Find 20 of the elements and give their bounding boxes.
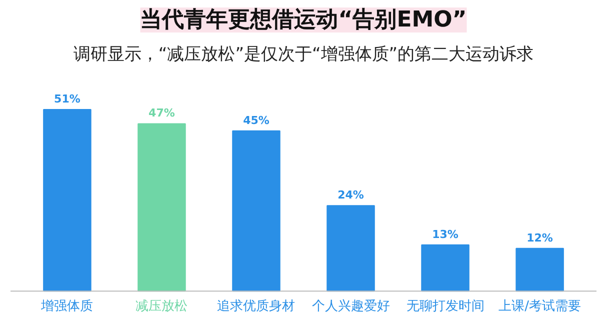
x-tick-label: 无聊打发时间 — [406, 299, 484, 314]
bar — [232, 130, 280, 292]
x-tick-label: 增强体质 — [40, 299, 94, 314]
bar — [421, 244, 470, 292]
x-tick-label: 个人兴趣爱好 — [312, 299, 390, 314]
bar — [516, 248, 564, 292]
data-label: 47% — [148, 106, 175, 120]
data-label: 24% — [338, 188, 364, 202]
bar — [326, 205, 375, 292]
bar — [43, 108, 92, 292]
bar — [138, 123, 186, 292]
x-tick-label: 追求优质身材 — [217, 299, 296, 314]
chart-title: 当代青年更想借运动“告别EMO” — [140, 8, 467, 32]
data-label: 51% — [54, 92, 80, 106]
data-label: 45% — [243, 114, 270, 127]
chart-subtitle: 调研显示，“减压放松”是仅次于“增强体质”的第二大运动诉求 — [73, 44, 534, 64]
data-label: 13% — [432, 228, 458, 241]
data-label: 12% — [526, 231, 553, 244]
x-tick-label: 上课/考试需要 — [498, 299, 581, 314]
x-tick-label: 减压放松 — [136, 299, 188, 314]
